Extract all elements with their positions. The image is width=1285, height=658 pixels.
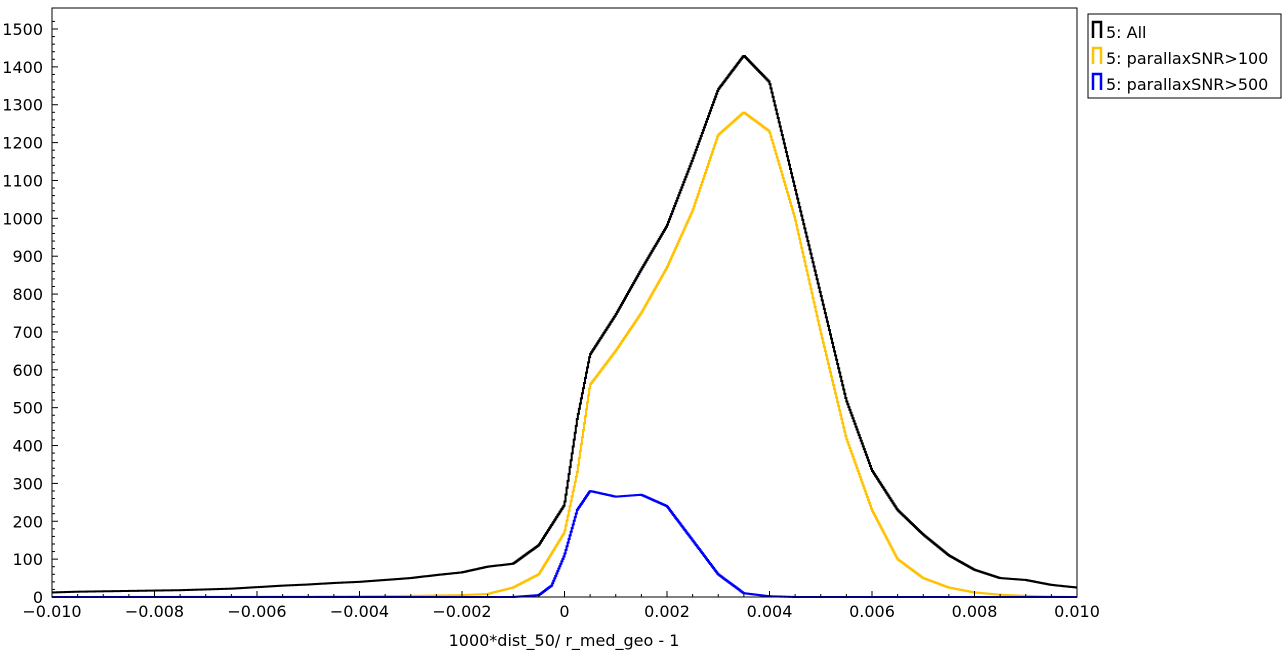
y-tick-label: 1000	[2, 209, 43, 228]
y-tick-label: 1500	[2, 20, 43, 39]
y-tick-label: 300	[12, 474, 43, 493]
legend-box	[1087, 13, 1282, 99]
y-tick-label: 800	[12, 285, 43, 304]
y-tick-label: 600	[12, 361, 43, 380]
legend-swatch-icon	[1091, 72, 1103, 90]
y-tick-label: 200	[12, 512, 43, 531]
x-axis-label: 1000*dist_50/ r_med_geo - 1	[449, 631, 680, 651]
legend-label: 5: parallaxSNR>500	[1106, 75, 1268, 94]
x-tick-label: 0	[559, 602, 569, 621]
y-tick-label: 0	[33, 588, 43, 607]
x-tick-label: 0.006	[849, 602, 895, 621]
legend-label: 5: parallaxSNR>100	[1106, 49, 1268, 68]
legend-item[interactable]: 5: parallaxSNR>100	[1091, 46, 1268, 68]
x-tick-label: 0.010	[1054, 602, 1100, 621]
y-tick-label: 1300	[2, 96, 43, 115]
legend-label: 5: All	[1106, 23, 1147, 42]
y-axis: 0 100 200 300 400 500 600 700 800 900 1000 1100 1200…	[2, 20, 58, 607]
x-tick-label: −0.004	[330, 602, 389, 621]
x-tick-label: −0.010	[22, 602, 81, 621]
y-tick-label: 400	[12, 437, 43, 456]
y-tick-label: 500	[12, 399, 43, 418]
legend-item[interactable]: 5: All	[1091, 20, 1147, 42]
x-tick-label: −0.008	[125, 602, 184, 621]
legend-swatch-icon	[1091, 46, 1103, 64]
x-tick-label: 0.004	[747, 602, 793, 621]
y-tick-label: 1100	[2, 171, 43, 190]
x-tick-label: −0.002	[432, 602, 491, 621]
y-tick-label: 1400	[2, 58, 43, 77]
y-tick-label: 900	[12, 247, 43, 266]
x-tick-label: 0.002	[644, 602, 690, 621]
plot-background	[52, 8, 1077, 597]
series-line-0	[52, 55, 1077, 594]
y-tick-label: 100	[12, 550, 43, 569]
legend-swatch-icon	[1091, 20, 1103, 38]
legend[interactable]: 5: All 5: parallaxSNR>100 5: parallaxSNR>5…	[1087, 13, 1282, 99]
x-tick-label: −0.006	[227, 602, 286, 621]
legend-item[interactable]: 5: parallaxSNR>500	[1091, 72, 1268, 94]
x-tick-label: 0.008	[952, 602, 998, 621]
x-axis: −0.010 −0.008 −0.006 −0.004 −0.002 0 0.002 0.00…	[22, 591, 1100, 621]
y-tick-label: 1200	[2, 134, 43, 153]
y-tick-label: 700	[12, 323, 43, 342]
